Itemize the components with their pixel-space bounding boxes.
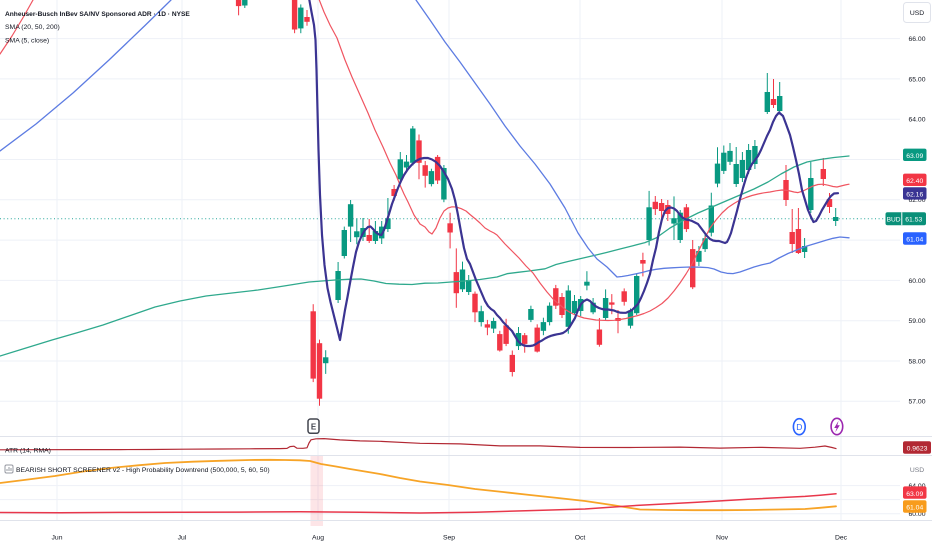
svg-text:60.00: 60.00 <box>908 511 925 518</box>
svg-text:65.00: 65.00 <box>908 76 925 83</box>
svg-text:Anheuser-Busch InBev SA/NV Spo: Anheuser-Busch InBev SA/NV Sponsored ADR… <box>5 11 190 18</box>
svg-text:Oct: Oct <box>575 535 586 542</box>
svg-text:Jul: Jul <box>178 535 187 542</box>
svg-text:D: D <box>796 422 802 432</box>
svg-text:Nov: Nov <box>716 535 729 542</box>
svg-text:Sep: Sep <box>443 535 455 542</box>
svg-text:USD: USD <box>910 467 924 474</box>
svg-text:61.04: 61.04 <box>906 505 923 512</box>
svg-text:SMA (20, 50, 200): SMA (20, 50, 200) <box>5 24 60 31</box>
svg-text:USD: USD <box>910 10 924 17</box>
svg-text:59.00: 59.00 <box>908 318 925 325</box>
svg-text:ATR (14, RMA): ATR (14, RMA) <box>5 447 51 454</box>
svg-text:62.00: 62.00 <box>908 197 925 204</box>
svg-text:SMA (5, close): SMA (5, close) <box>5 37 49 44</box>
svg-text:BUD: BUD <box>887 216 901 223</box>
svg-text:62.16: 62.16 <box>906 192 923 199</box>
svg-text:64.00: 64.00 <box>908 117 925 124</box>
svg-text:63.09: 63.09 <box>906 153 923 160</box>
svg-text:61.04: 61.04 <box>906 237 923 244</box>
svg-text:BEARISH SHORT SCREENER v2 - Hi: BEARISH SHORT SCREENER v2 - High Probabi… <box>16 467 270 474</box>
svg-text:Aug: Aug <box>312 535 324 542</box>
svg-text:61.53: 61.53 <box>905 216 922 223</box>
svg-text:0.9623: 0.9623 <box>907 446 928 453</box>
svg-text:57.00: 57.00 <box>908 399 925 406</box>
svg-text:62.40: 62.40 <box>906 178 923 185</box>
svg-text:58.00: 58.00 <box>908 358 925 365</box>
svg-text:63.09: 63.09 <box>906 491 923 498</box>
svg-text:60.00: 60.00 <box>908 278 925 285</box>
svg-text:E: E <box>311 422 317 431</box>
svg-text:Dec: Dec <box>835 535 848 542</box>
svg-text:66.00: 66.00 <box>908 36 925 43</box>
svg-text:Jun: Jun <box>52 535 63 542</box>
